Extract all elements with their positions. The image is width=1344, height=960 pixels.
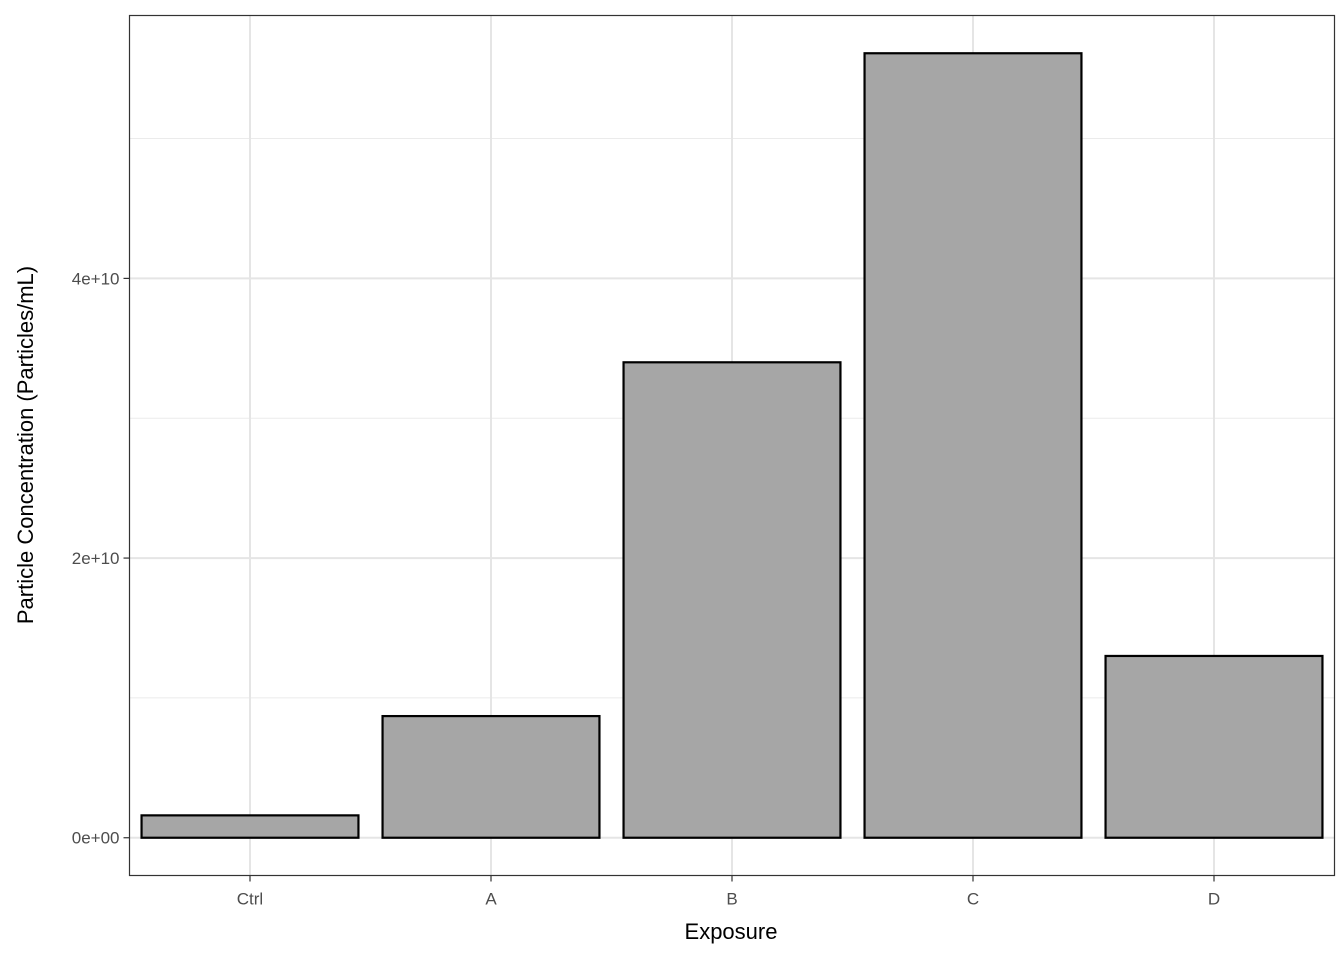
bar-d	[1104, 654, 1324, 839]
axes: 0e+00 2e+10 4e+10 Ctrl A B C D	[72, 269, 1220, 908]
x-tick-label: D	[1208, 890, 1220, 909]
x-tick-label: B	[726, 890, 737, 909]
y-tick-label: 0e+00	[72, 829, 120, 848]
bars	[140, 52, 1324, 839]
bar-c	[863, 52, 1083, 839]
bar-a	[381, 714, 601, 839]
y-tick-label: 2e+10	[72, 549, 120, 568]
x-tick-label: A	[485, 890, 497, 909]
panel-border	[128, 14, 1336, 877]
x-tick-label: C	[967, 890, 979, 909]
x-tick-label: Ctrl	[237, 890, 263, 909]
bar-ctrl	[140, 814, 360, 839]
bar-b	[622, 361, 842, 839]
y-axis-title: Particle Concentration (Particles/mL)	[13, 266, 38, 624]
x-axis-title: Exposure	[685, 919, 778, 944]
y-tick-label: 4e+10	[72, 269, 120, 288]
